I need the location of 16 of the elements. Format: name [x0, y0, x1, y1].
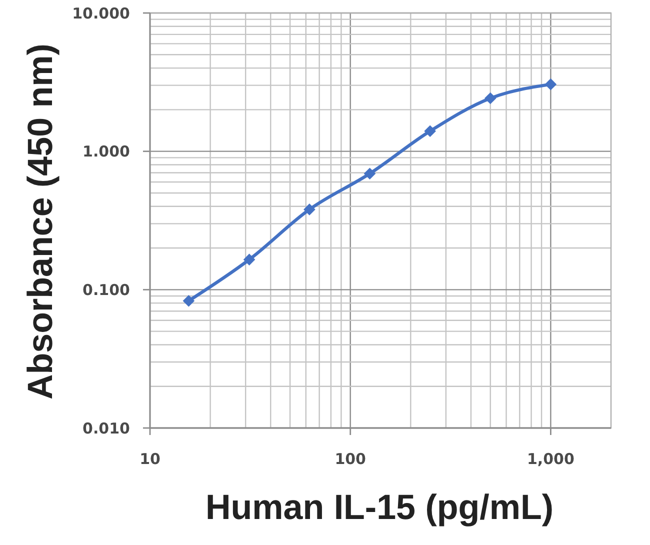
- point: [243, 254, 256, 266]
- point: [364, 168, 376, 180]
- x-tick-label: 100: [334, 450, 366, 468]
- y-tick-label: 0.010: [82, 419, 130, 438]
- y-tick-label: 1.000: [82, 142, 130, 161]
- x-tick-label: 10: [140, 450, 160, 468]
- x-axis-title: Human IL-15 (pg/mL): [205, 488, 554, 527]
- point: [424, 125, 436, 138]
- y-axis-title: Absorbance (450 nm): [21, 44, 60, 400]
- y-tick-label: 10.000: [72, 4, 130, 22]
- point: [484, 92, 496, 104]
- point: [182, 294, 195, 307]
- y-tick-label: 0.100: [82, 280, 130, 299]
- point: [544, 78, 557, 90]
- x-tick-label: 1,000: [526, 450, 574, 468]
- point: [304, 204, 316, 216]
